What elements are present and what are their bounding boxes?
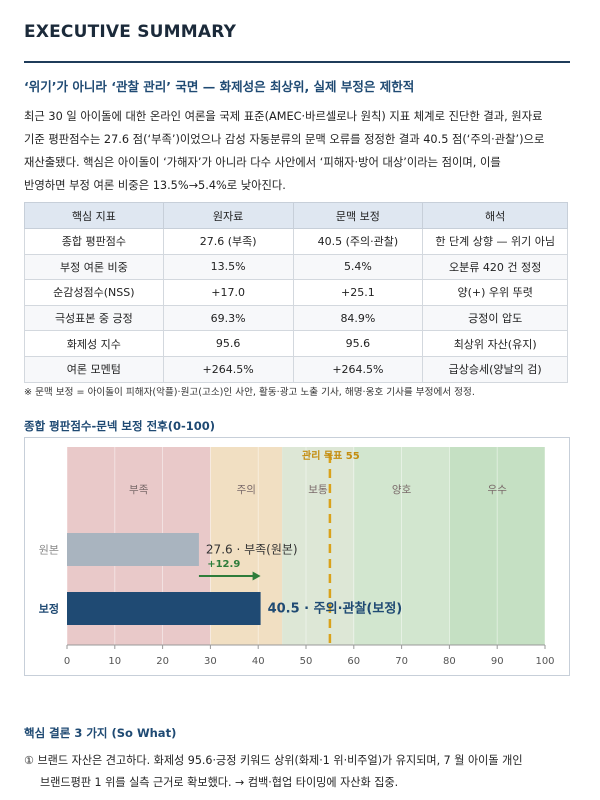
title-divider [24,61,570,63]
zone-band [282,447,354,645]
x-tick-label: 20 [156,656,169,667]
delta-arrow-head [252,571,261,581]
table-row: 화제성 지수 95.6 95.6 최상위 자산(유지) [24,330,568,357]
table-cell: 13.5% [162,253,294,281]
table-cell: 화제성 지수 [24,330,164,357]
x-tick-label: 100 [535,656,554,667]
delta-label: +12.9 [207,559,240,570]
table-row: 순감성점수(NSS) +17.0 +25.1 양(+) 우위 뚜렷 [24,279,568,306]
column-header: 문맥 보정 [292,202,424,229]
table-cell: 여론 모멘텀 [24,355,164,383]
table-cell: 5.4% [292,253,424,281]
conclusion-line: ① 브랜드 자산은 견고하다. 화제성 95.6·긍정 키워드 상위(화제·1 … [24,754,523,767]
score-chart: 부족 주의 보통 양호 우수 0 10 20 30 40 50 60 70 80 90 100 관리 목표 55… [24,437,570,676]
table-cell: 한 단계 상향 — 위기 아님 [422,228,568,255]
bar-value-label: 27.6 · 부족(원본) [206,543,298,557]
table-cell: 69.3% [162,304,294,332]
intro-paragraph: 최근 30 일 아이돌에 대한 온라인 여론을 국제 표준(AMEC·바르셀로나… [24,105,572,197]
x-tick-label: 70 [395,656,408,667]
table-footnote: ※ 문맥 보정 = 아이돌이 피해자(악플)·원고(고소)인 사안, 활동·광고… [24,387,475,398]
column-header: 해석 [422,202,568,229]
table-header-row: 핵심 지표 원자료 문맥 보정 해석 [24,202,568,229]
table-cell: 84.9% [292,304,424,332]
intro-line: 최근 30 일 아이돌에 대한 온라인 여론을 국제 표준(AMEC·바르셀로나… [24,110,543,123]
intro-line: 기준 평판점수는 27.6 점(‘부족’)이었으나 감성 자동분류의 문맥 오류… [24,133,545,146]
table-cell: 급상승세(양날의 검) [422,355,568,383]
table-cell: 95.6 [162,330,294,357]
conclusion-item: ① 브랜드 자산은 견고하다. 화제성 95.6·긍정 키워드 상위(화제·1 … [24,750,572,794]
conclusions-title: 핵심 결론 3 가지 (So What) [24,726,177,740]
table-row: 종합 평판점수 27.6 (부족) 40.5 (주의·관찰) 한 단계 상향 —… [24,228,568,255]
x-tick-label: 40 [252,656,265,667]
x-tick-label: 60 [347,656,360,667]
x-tick-label: 0 [64,656,70,667]
table-row: 극성표본 중 긍정 69.3% 84.9% 긍정이 압도 [24,304,568,332]
bar-category-label: 원본 [39,544,59,557]
conclusion-line: 브랜드평판 1 위를 실측 근거로 확보했다. → 컴백·협업 타이밍에 자산화… [40,776,399,789]
zone-label: 보통 [308,484,328,496]
zone-label: 주의 [237,484,256,496]
table-cell: +17.0 [162,279,294,306]
table-cell: 27.6 (부족) [162,228,294,255]
x-tick-label: 90 [491,656,504,667]
intro-line: 재산출됐다. 핵심은 아이돌이 ‘가해자’가 아니라 다수 사안에서 ‘피해자·… [24,156,501,169]
table-cell: 부정 여론 비중 [24,253,164,281]
page-title: EXECUTIVE SUMMARY [24,22,237,42]
table-cell: 오분류 420 건 정정 [422,253,568,281]
table-cell: +264.5% [162,355,294,383]
table-cell: 종합 평판점수 [24,228,164,255]
table-row: 부정 여론 비중 13.5% 5.4% 오분류 420 건 정정 [24,253,568,281]
chart-title: 종합 평판점수-문넥 보정 전후(0-100) [24,419,216,433]
target-label: 관리 목표 55 [302,449,360,462]
bar-value-label: 40.5 · 주의·관찰(보정) [268,601,403,617]
table-cell: +25.1 [292,279,424,306]
column-header: 핵심 지표 [24,202,164,229]
column-header: 원자료 [162,202,294,229]
bar-category-label: 보정 [39,602,59,616]
table-cell: 극성표본 중 긍정 [24,304,164,332]
x-tick-label: 50 [300,656,313,667]
bar [67,533,199,566]
table-cell: +264.5% [292,355,424,383]
table-cell: 95.6 [292,330,424,357]
intro-line: 반영하면 부정 여론 비중은 13.5%→5.4%로 낮아진다. [24,179,286,192]
table-cell: 순감성점수(NSS) [24,279,164,306]
table-cell: 양(+) 우위 뚜렷 [422,279,568,306]
summary-headline: ‘위기’가 아니라 ‘관찰 관리’ 국면 — 화제성은 최상위, 실제 부정은 … [24,79,415,94]
x-tick-label: 80 [443,656,456,667]
x-tick-label: 30 [204,656,217,667]
bar [67,592,261,625]
kpi-table: 핵심 지표 원자료 문맥 보정 해석 종합 평판점수 27.6 (부족) 40.… [24,202,568,383]
table-row: 여론 모멘텀 +264.5% +264.5% 급상승세(양날의 검) [24,355,568,383]
zone-label: 부족 [129,484,149,496]
table-cell: 긍정이 압도 [422,304,568,332]
table-cell: 최상위 자산(유지) [422,330,568,357]
table-cell: 40.5 (주의·관찰) [292,228,424,255]
x-tick-label: 10 [108,656,121,667]
